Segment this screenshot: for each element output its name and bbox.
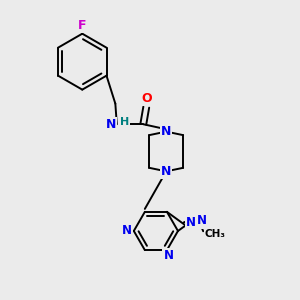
Text: N: N bbox=[106, 118, 116, 131]
Text: N: N bbox=[161, 125, 171, 138]
Text: N: N bbox=[161, 165, 171, 178]
Text: O: O bbox=[141, 92, 152, 105]
Text: H: H bbox=[120, 118, 130, 128]
Text: N: N bbox=[122, 224, 132, 238]
Text: CH₃: CH₃ bbox=[205, 229, 226, 238]
Text: F: F bbox=[78, 19, 86, 32]
Text: N: N bbox=[186, 216, 196, 229]
Text: N: N bbox=[197, 214, 207, 227]
Text: N: N bbox=[164, 249, 173, 262]
Text: N: N bbox=[196, 215, 206, 228]
